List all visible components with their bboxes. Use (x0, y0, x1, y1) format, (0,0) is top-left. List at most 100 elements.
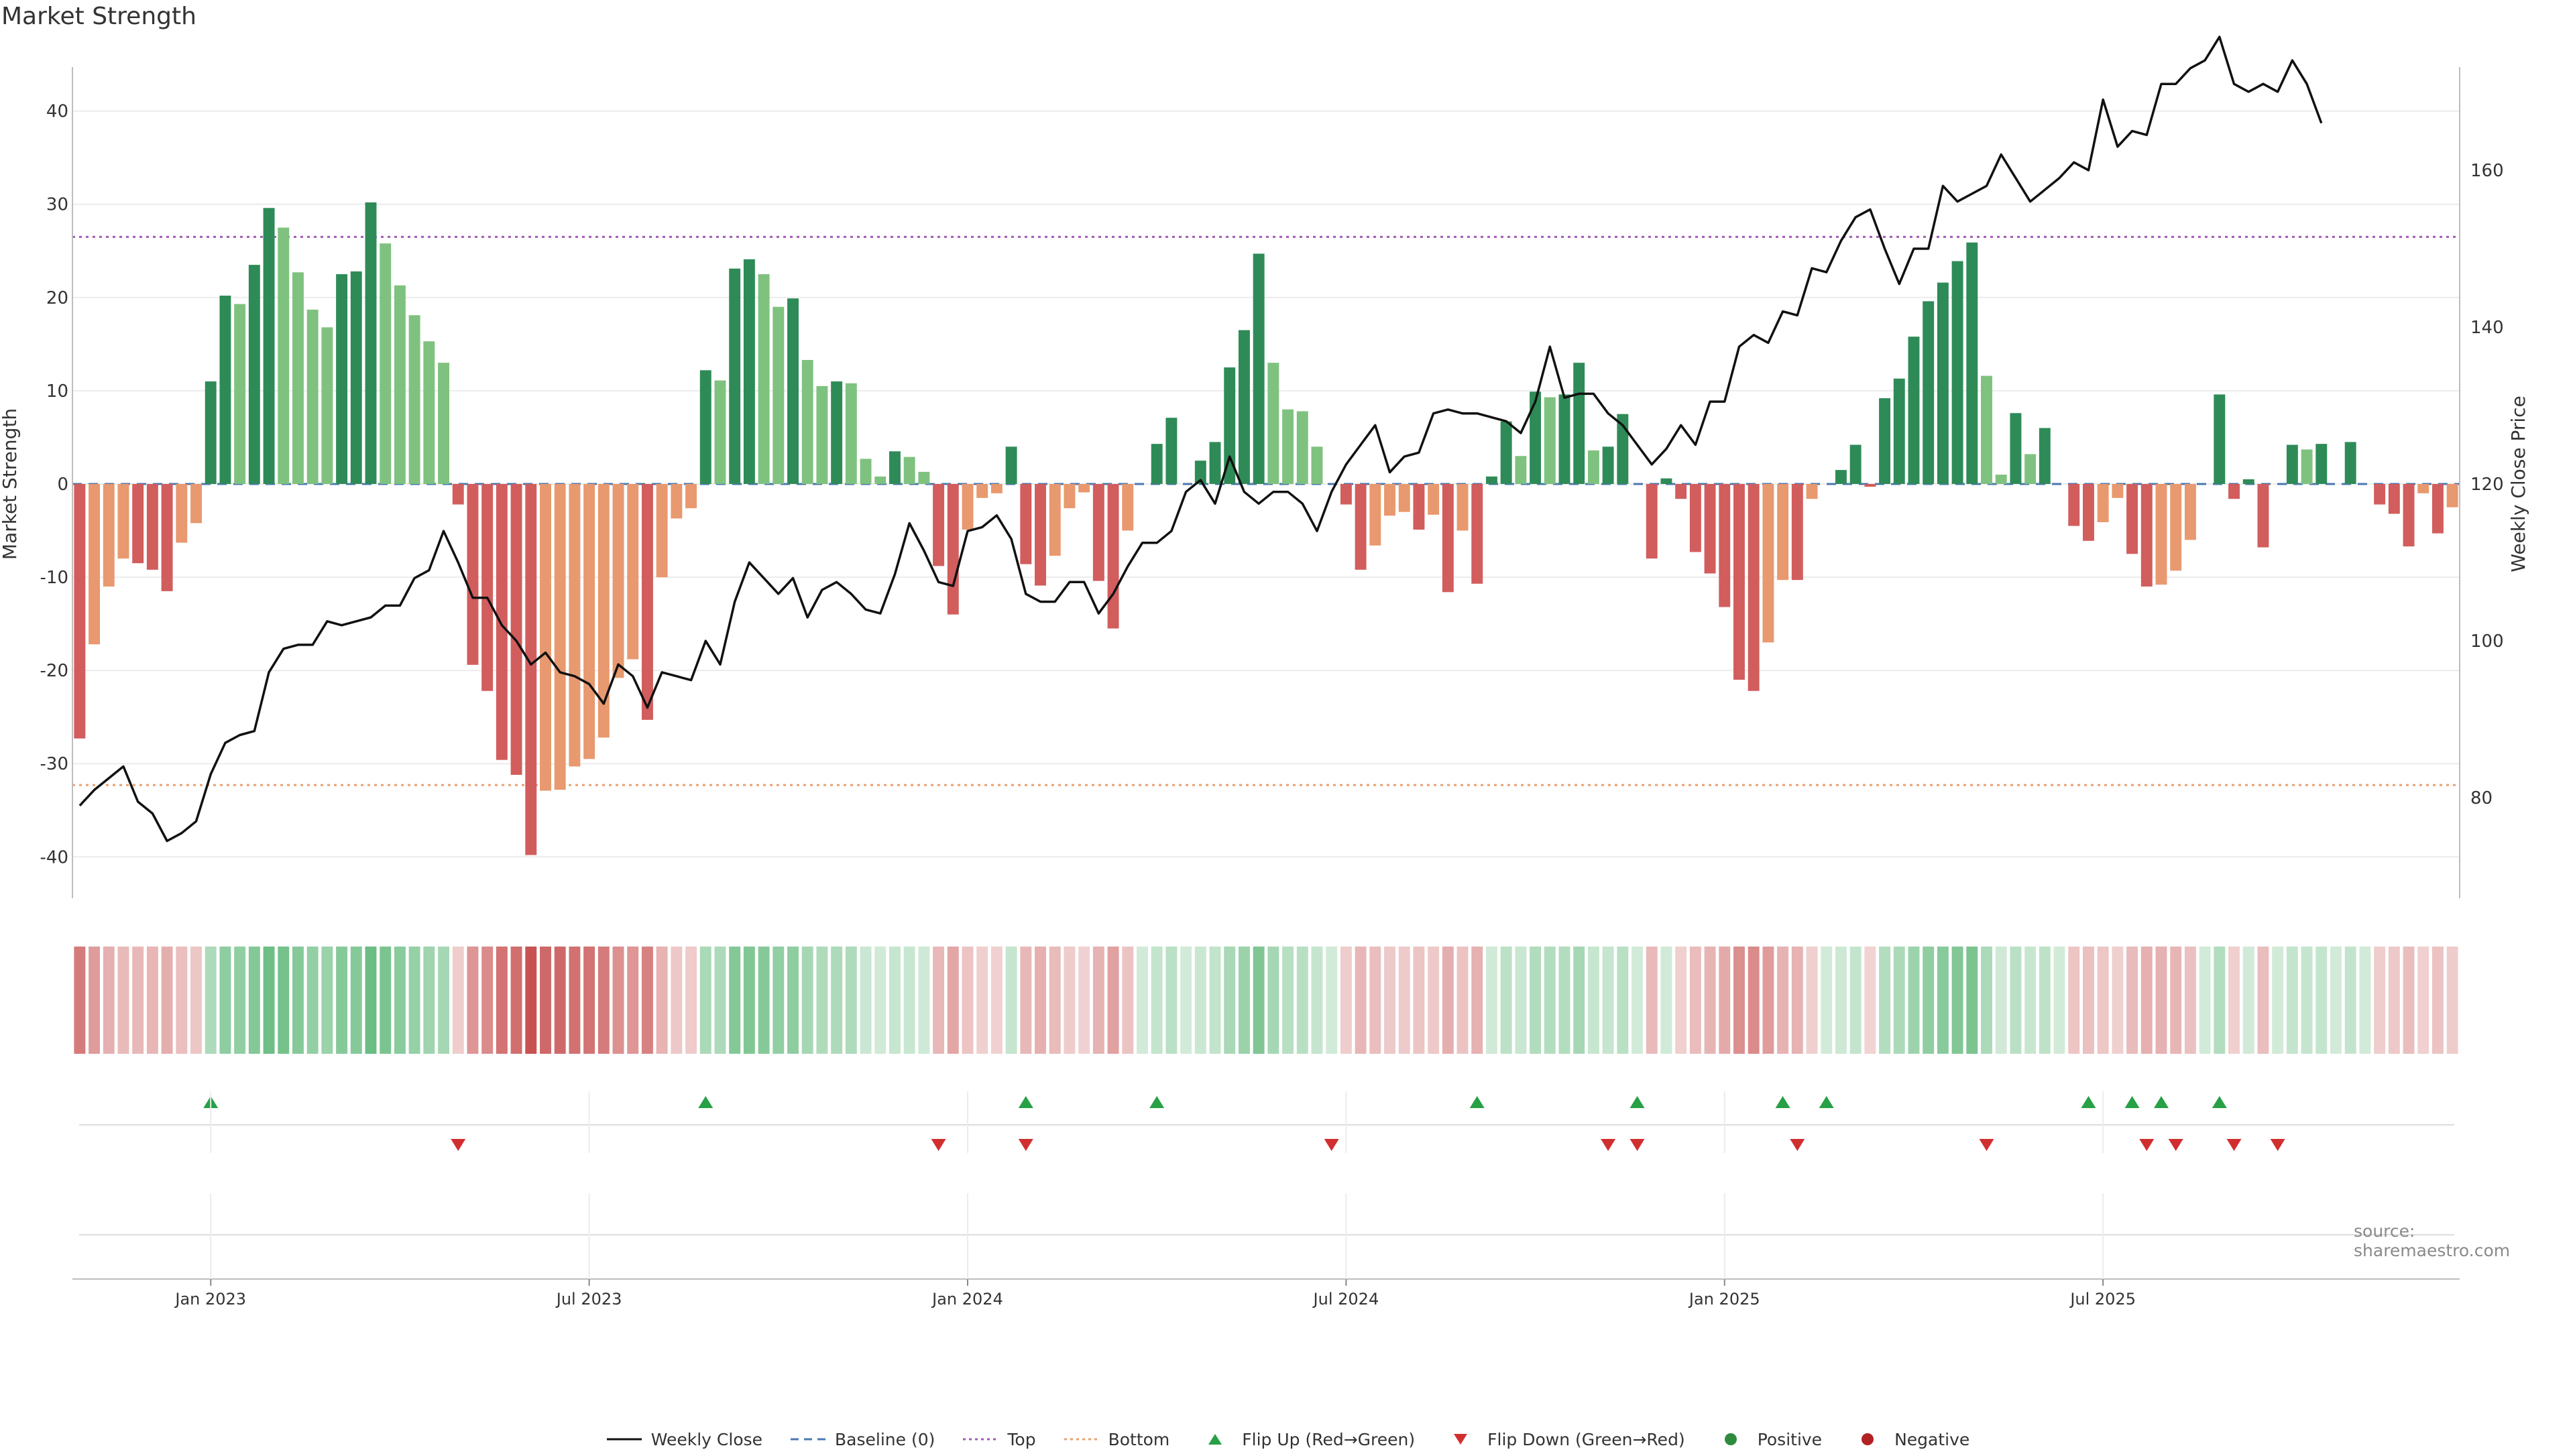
heat-cell (2330, 947, 2342, 1054)
heat-cell (1020, 947, 1032, 1054)
strength-bar (1719, 483, 1731, 607)
strength-bar (918, 471, 930, 484)
flip-down-marker (2226, 1139, 2242, 1151)
legend-item: Bottom (1063, 1430, 1169, 1449)
strength-bar (1194, 461, 1206, 484)
strength-bar (743, 259, 755, 484)
strength-bar (2417, 483, 2429, 493)
legend-item: Baseline (0) (789, 1430, 935, 1449)
flip-down-marker (451, 1139, 466, 1151)
strength-bar (1296, 411, 1308, 484)
strength-bar (1224, 367, 1236, 484)
y-tick-label: 20 (46, 288, 68, 308)
strength-bar (1646, 483, 1658, 559)
heat-cell (117, 947, 129, 1054)
y2-tick-label: 120 (2470, 475, 2504, 495)
strength-bar (2140, 483, 2153, 587)
strength-bar (685, 483, 697, 509)
heat-cell (2315, 947, 2328, 1054)
heat-cell (2082, 947, 2094, 1054)
strength-bar (2301, 449, 2313, 484)
heat-cell (2170, 947, 2182, 1054)
heat-cell (627, 947, 639, 1054)
heat-cell (699, 947, 711, 1054)
strength-bar (933, 483, 945, 566)
heat-cell (1864, 947, 1876, 1054)
heat-cell (962, 947, 974, 1054)
strength-bar (1835, 470, 1847, 484)
strength-bar (787, 298, 799, 484)
strength-bar (1035, 483, 1047, 586)
y2-axis-title: Weekly Close Price (2507, 396, 2529, 572)
flip-down-marker (1018, 1139, 1033, 1151)
strength-bar (1864, 483, 1876, 487)
strength-bar (671, 483, 683, 519)
heat-cell (263, 947, 275, 1054)
heat-cell (525, 947, 537, 1054)
y-axis-title: Market Strength (0, 408, 21, 560)
strength-bar (1791, 483, 1803, 581)
strength-bar (2126, 483, 2138, 554)
heat-cell (146, 947, 158, 1054)
heat-cell (976, 947, 988, 1054)
heat-cell (248, 947, 260, 1054)
heat-cell (336, 947, 348, 1054)
heat-cell (2024, 947, 2037, 1054)
strength-bar (2170, 483, 2182, 571)
heat-cell (2242, 947, 2254, 1054)
heat-cell (1398, 947, 1410, 1054)
heat-cell (612, 947, 624, 1054)
heat-cell (1064, 947, 1076, 1054)
strength-bar (1107, 483, 1119, 629)
heat-cell (1369, 947, 1381, 1054)
heat-cell (1806, 947, 1818, 1054)
strength-bar (1282, 409, 1294, 484)
heat-cell (2068, 947, 2080, 1054)
heat-cell (2446, 947, 2458, 1054)
heat-cell (583, 947, 595, 1054)
heat-cell (758, 947, 770, 1054)
heat-cell (1267, 947, 1279, 1054)
x-tick-label: Jan 2024 (931, 1290, 1003, 1309)
heat-cell (743, 947, 755, 1054)
y-tick-label: 40 (46, 102, 68, 122)
heat-cell (1777, 947, 1789, 1054)
strength-bar (1689, 483, 1701, 552)
heat-cell (1704, 947, 1716, 1054)
legend-symbol-dot (1862, 1433, 1874, 1445)
heat-cell (467, 947, 479, 1054)
strength-bar (1369, 483, 1381, 546)
strength-bar (540, 483, 551, 791)
legend-label: Weekly Close (650, 1429, 763, 1449)
flip-down-marker (2270, 1139, 2285, 1151)
heat-cell (1078, 947, 1090, 1054)
time-axis: Jan 2023 Jul 2023 Jan 2024 Jul 2024 Jan 2025… (72, 1091, 2460, 1309)
strength-bar (729, 268, 741, 484)
strength-bar (1951, 261, 1963, 484)
heat-cell (2097, 947, 2109, 1054)
strength-bar (1981, 375, 1992, 484)
strength-bar (1733, 483, 1745, 680)
legend-symbol-dash (791, 1438, 826, 1441)
heat-cell (1485, 947, 1497, 1054)
legend-label: Positive (1757, 1429, 1823, 1449)
strength-bar (1340, 483, 1352, 505)
heat-cell (1137, 947, 1148, 1054)
chart-title: Market Strength (1, 3, 196, 30)
heat-cell (1981, 947, 1992, 1054)
strength-bar (1122, 483, 1134, 531)
heat-cell (1282, 947, 1294, 1054)
heat-cell (438, 947, 450, 1054)
legend-label: Flip Down (Green→Red) (1487, 1429, 1685, 1449)
heat-cell (1762, 947, 1774, 1054)
heat-cell (1719, 947, 1731, 1054)
heat-cell (1733, 947, 1745, 1054)
heat-cell (2140, 947, 2153, 1054)
strength-bar (1675, 483, 1687, 499)
heat-cell (1573, 947, 1585, 1054)
y2-tick-label: 80 (2470, 788, 2493, 808)
strength-bar (205, 381, 217, 484)
heat-cell (1340, 947, 1352, 1054)
heat-cell (234, 947, 246, 1054)
flip-up-marker (1149, 1096, 1165, 1108)
